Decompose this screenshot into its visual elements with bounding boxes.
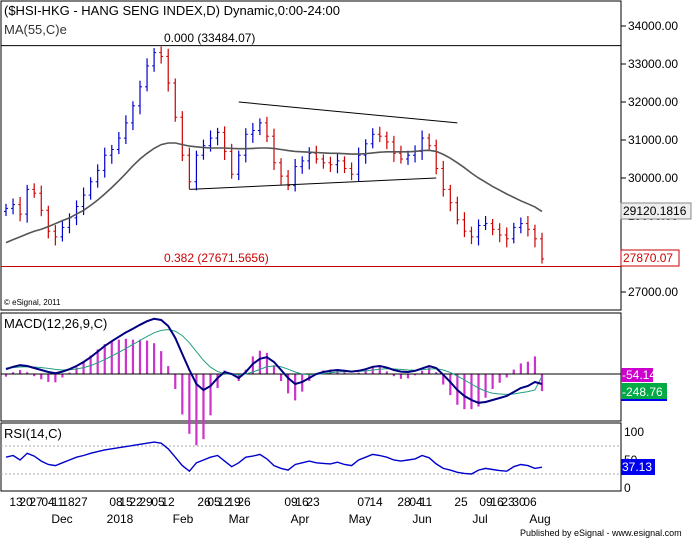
date-tick-label: 05 [207, 495, 221, 509]
price-chart-title: ($HSI-HKG - HANG SENG INDEX,D) Dynamic,0… [4, 3, 340, 18]
month-label: May [349, 512, 372, 526]
upper-trendline [238, 101, 458, 124]
rsi-value-badge: 37.13 [622, 460, 652, 474]
rsi-plot [1, 441, 621, 475]
price-plot [1, 45, 621, 267]
signal-badge-bg [621, 383, 667, 400]
date-tick-label: 16 [490, 495, 504, 509]
rsi-panel-frame [0, 422, 622, 492]
macd-signal-line [5, 329, 543, 395]
month-label: Aug [529, 512, 550, 526]
date-tick-label: 12 [161, 495, 175, 509]
macd-line [5, 317, 543, 404]
price-value-badge-bg [620, 249, 680, 267]
month-label: 2018 [107, 512, 134, 526]
date-tick-label: 15 [119, 495, 133, 509]
date-tick-label: 08 [109, 495, 123, 509]
date-tick-label: 12 [217, 495, 231, 509]
macd-badge-bg [621, 368, 653, 382]
date-tick-label: 13 [9, 495, 23, 509]
date-tick-label: 16 [295, 495, 309, 509]
date-tick-label: 29 [139, 495, 153, 509]
price-value-badge: 27870.07 [623, 251, 673, 265]
ma-value-badge: 29120.1816 [623, 204, 687, 218]
date-tick-label: 30 [512, 495, 526, 509]
price-ytick-label: 30000.00 [628, 171, 678, 185]
price-ytick-label: 31000.00 [628, 133, 678, 147]
date-tick-label: 09 [479, 495, 493, 509]
macd-plot [1, 317, 621, 446]
ma55-line [5, 142, 543, 244]
copyright-label: © eSignal, 2011 [4, 298, 61, 307]
price-ytick-label: 32000.00 [628, 95, 678, 109]
date-tick-label: 28 [397, 495, 411, 509]
ma-legend-label: MA(55,C)e [4, 22, 67, 37]
month-label: Dec [51, 512, 72, 526]
date-tick-label: 23 [501, 495, 515, 509]
rsi-line [5, 441, 543, 475]
month-label: Apr [291, 512, 310, 526]
date-tick-label: 04 [41, 495, 55, 509]
date-tick-label: 19 [227, 495, 241, 509]
rsi-badge-bg [621, 459, 655, 475]
date-tick-label: 14 [369, 495, 383, 509]
fib-382-label: 0.382 (27671.5656) [164, 251, 269, 265]
price-ytick-label: 27000.00 [628, 285, 678, 299]
ma-value-badge-bg [620, 202, 692, 220]
date-tick-label: 06 [523, 495, 537, 509]
rsi-title: RSI(14,C) [4, 426, 62, 441]
price-panel-frame [0, 0, 622, 311]
date-tick-label: 07 [357, 495, 371, 509]
fib-top-label: 0.000 (33484.07) [164, 31, 255, 45]
month-label: Mar [229, 512, 250, 526]
date-tick-label: 11 [52, 495, 65, 509]
macd-title: MACD(12,26,9,C) [4, 316, 107, 331]
month-label: Feb [173, 512, 194, 526]
date-tick-label: 23 [306, 495, 320, 509]
rsi-ytick-label: 0 [624, 481, 631, 495]
rsi-ytick-label: 100 [624, 425, 644, 439]
lower-trendline [189, 177, 437, 190]
price-ytick-label: 34000.00 [628, 19, 678, 33]
footer-credit: Published by eSignal - www.esignal.com [520, 528, 682, 538]
macd-value-badge: -54.14 [622, 368, 656, 382]
price-ytick-label: 33000.00 [628, 57, 678, 71]
date-tick-label: 26 [237, 495, 251, 509]
date-tick-label: 05 [151, 495, 165, 509]
date-tick-label: 04 [409, 495, 423, 509]
month-label: Jul [472, 512, 487, 526]
date-tick-label: 20 [19, 495, 33, 509]
date-tick-label: 11 [420, 495, 433, 509]
signal-value-badge: -248.76 [622, 385, 663, 399]
date-tick-label: 27 [74, 495, 88, 509]
date-tick-label: 25 [454, 495, 468, 509]
date-tick-label: 27 [29, 495, 43, 509]
date-tick-label: 26 [197, 495, 211, 509]
date-tick-label: 18 [61, 495, 75, 509]
date-tick-label: 22 [129, 495, 143, 509]
date-tick-label: 09 [284, 495, 298, 509]
month-label: Jun [412, 512, 431, 526]
